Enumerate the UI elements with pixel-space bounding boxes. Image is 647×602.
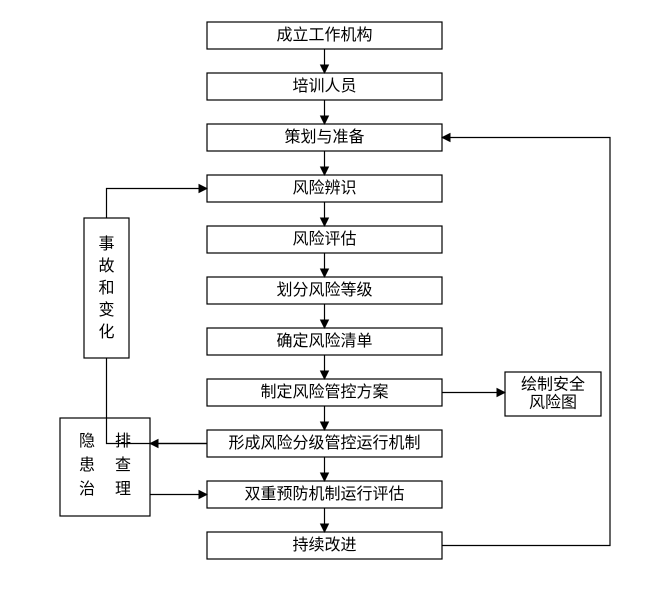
edge [442,138,610,546]
edge [107,189,208,219]
node-n3-label: 策划与准备 [284,128,364,146]
svg-text:隐: 隐 [79,432,95,450]
node-n6: 划分风险等级 [207,277,442,304]
node-sideB: 隐 排患 查治 理 [60,418,150,516]
svg-text:绘制安全: 绘制安全 [521,376,585,394]
svg-text:化: 化 [98,323,114,341]
svg-text:患: 患 [79,456,95,474]
svg-text:理: 理 [115,481,131,498]
node-n1: 成立工作机构 [207,22,442,49]
node-n10: 双重预防机制运行评估 [207,481,442,508]
node-sideA: 事故和变化 [84,218,129,358]
svg-text:排: 排 [115,432,131,450]
node-n2: 培训人员 [207,73,442,100]
node-n8: 制定风险管控方案 [207,379,442,406]
svg-text:故: 故 [98,257,114,275]
node-n9-label: 形成风险分级管控运行机制 [228,434,420,452]
node-n9: 形成风险分级管控运行机制 [207,430,442,457]
svg-text:变: 变 [98,301,114,319]
svg-text:风险图: 风险图 [529,394,577,412]
node-n7: 确定风险清单 [207,328,442,355]
node-n11: 持续改进 [207,532,442,559]
node-sideC: 绘制安全风险图 [505,372,601,416]
svg-text:事: 事 [98,235,114,253]
node-n2-label: 培训人员 [292,77,356,95]
node-n8-label: 制定风险管控方案 [260,383,388,401]
node-n7-label: 确定风险清单 [276,332,372,350]
node-n6-label: 划分风险等级 [276,281,372,299]
node-n10-label: 双重预防机制运行评估 [244,485,404,503]
node-n11-label: 持续改进 [292,536,356,554]
node-n3: 策划与准备 [207,124,442,151]
node-n5-label: 风险评估 [292,230,356,248]
svg-text:和: 和 [98,279,114,297]
node-n1-label: 成立工作机构 [276,26,372,44]
node-n5: 风险评估 [207,226,442,253]
svg-text:治: 治 [79,480,95,498]
svg-text:查: 查 [115,456,131,474]
node-n4: 风险辨识 [207,175,442,202]
node-n4-label: 风险辨识 [292,179,356,197]
